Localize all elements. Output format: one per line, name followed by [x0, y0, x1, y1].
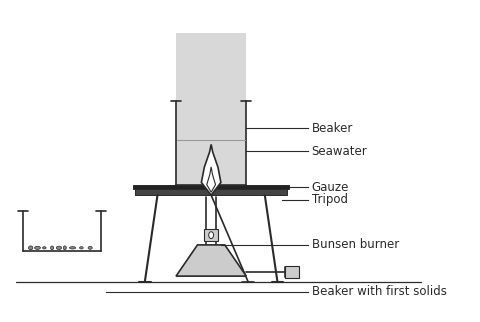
- Text: Seawater: Seawater: [312, 145, 367, 158]
- Text: Beaker: Beaker: [312, 122, 353, 135]
- Ellipse shape: [209, 232, 214, 239]
- Bar: [176, 109, 246, 185]
- Ellipse shape: [35, 246, 40, 249]
- Bar: [285, 266, 299, 278]
- Text: Bunsen burner: Bunsen burner: [312, 238, 399, 251]
- Bar: [204, 229, 218, 241]
- Bar: [176, 33, 246, 109]
- Polygon shape: [202, 144, 221, 195]
- Ellipse shape: [28, 246, 33, 250]
- Polygon shape: [207, 167, 216, 192]
- Ellipse shape: [50, 246, 54, 250]
- Ellipse shape: [56, 246, 61, 250]
- Ellipse shape: [70, 247, 76, 249]
- Ellipse shape: [63, 246, 66, 250]
- Ellipse shape: [43, 247, 46, 249]
- Text: Gauze: Gauze: [312, 181, 349, 194]
- Bar: [133, 185, 289, 189]
- Text: Tripod: Tripod: [312, 193, 348, 206]
- Text: Beaker with first solids: Beaker with first solids: [312, 285, 446, 298]
- Ellipse shape: [80, 247, 83, 249]
- Polygon shape: [176, 245, 246, 276]
- Ellipse shape: [88, 246, 92, 249]
- Bar: [135, 189, 287, 195]
